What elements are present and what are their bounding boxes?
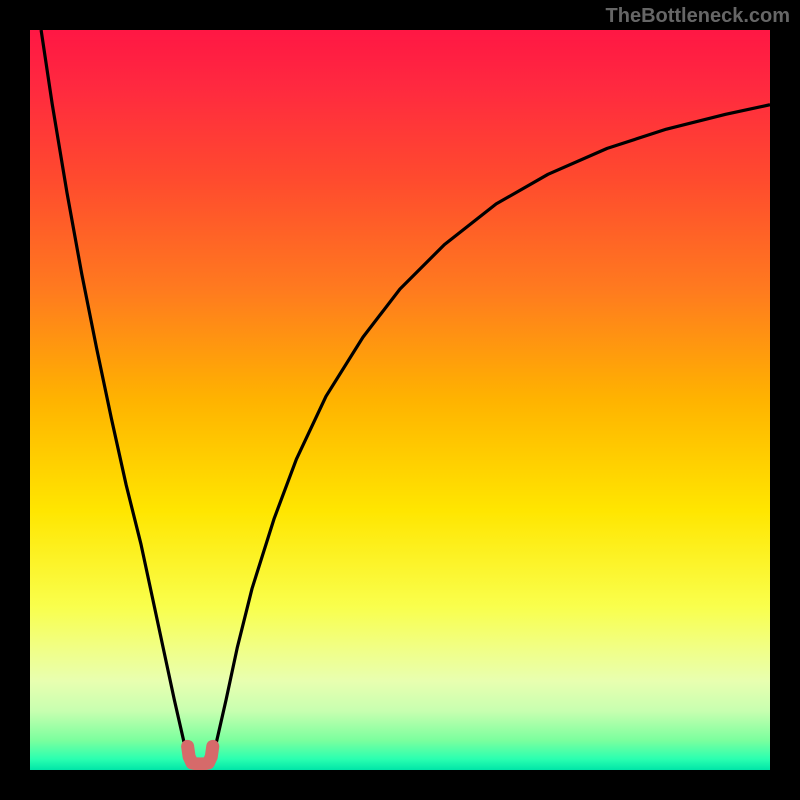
plot-area <box>30 30 770 770</box>
watermark-text: TheBottleneck.com <box>606 5 790 28</box>
chart-container: TheBottleneck.com <box>0 0 800 800</box>
gradient-background <box>30 30 770 770</box>
bottleneck-curve-chart <box>30 30 770 770</box>
